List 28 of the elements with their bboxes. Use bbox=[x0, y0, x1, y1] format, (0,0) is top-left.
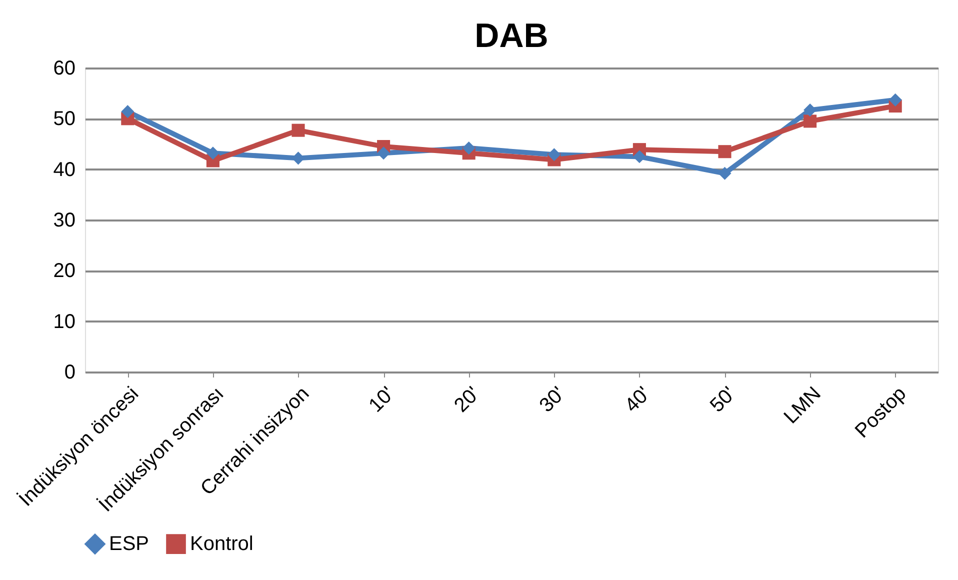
x-tick-label: 50' bbox=[706, 382, 740, 417]
point bbox=[377, 146, 390, 160]
point bbox=[292, 152, 305, 165]
point bbox=[804, 104, 817, 117]
x-tick-label: 30' bbox=[536, 382, 570, 417]
y-tick-label: 40 bbox=[53, 158, 76, 181]
point bbox=[804, 114, 817, 128]
point bbox=[888, 93, 902, 106]
point bbox=[462, 142, 476, 155]
y-tick-label: 20 bbox=[53, 260, 76, 282]
legend-label: ESP bbox=[109, 533, 150, 556]
x-tick-label: 20' bbox=[450, 382, 484, 417]
point bbox=[292, 124, 305, 137]
y-tick-label: 10 bbox=[53, 310, 76, 333]
point bbox=[548, 148, 561, 162]
point bbox=[718, 145, 732, 158]
point bbox=[632, 150, 646, 164]
y-tick-label: 30 bbox=[53, 210, 76, 232]
x-tick-label: 10' bbox=[364, 382, 399, 417]
x-tick-label: 40' bbox=[620, 382, 655, 417]
y-tick-label: 60 bbox=[53, 58, 76, 80]
legend-label: Kontrol bbox=[190, 533, 254, 556]
y-tick-label: 0 bbox=[64, 362, 76, 384]
chart-title: DAB bbox=[474, 17, 548, 55]
point bbox=[121, 105, 134, 118]
y-tick-label: 50 bbox=[53, 108, 76, 130]
point bbox=[206, 146, 220, 160]
point bbox=[718, 166, 732, 180]
